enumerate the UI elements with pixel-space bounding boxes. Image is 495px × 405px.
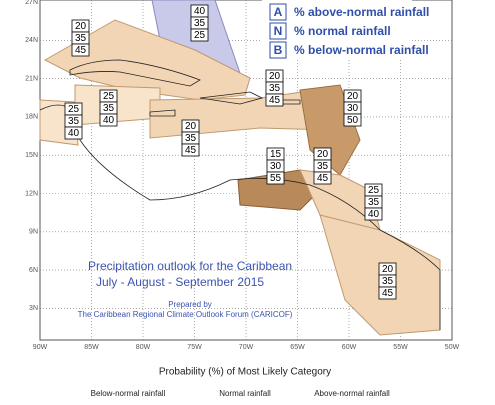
prob-value: 35 [317,161,329,172]
prob-value: 20 [382,264,394,275]
prob-value: 45 [317,173,329,184]
prob-cell [378,286,397,300]
lon-label: 55W [393,344,408,351]
prob-value: 40 [68,128,80,139]
coastline [39,59,441,330]
lon-label: 90W [33,344,48,351]
zone-below [74,84,161,126]
prob-cell [266,171,285,185]
prob-cell [181,143,200,157]
prob-cell [313,171,332,185]
prob-value: 40 [103,115,115,126]
legend-text: % below-normal rainfall [294,43,429,57]
prob-value: 20 [269,71,281,82]
category-label: Above-normal rainfall [314,389,390,398]
prob-cell [364,207,383,221]
lat-label: 18N [25,114,38,121]
prob-value: 50 [347,115,359,126]
prob-value: 25 [194,30,206,41]
legend-text: % normal rainfall [294,24,391,38]
prob-value: 40 [194,6,206,17]
legend-key [269,41,287,59]
lon-label: 80W [136,344,151,351]
prob-value: 35 [382,276,394,287]
lat-label: 12N [25,190,38,197]
lon-label: 85W [84,344,99,351]
prob-value: 20 [185,121,197,132]
prob-value: 25 [103,91,115,102]
prob-cell [99,113,118,127]
legend-box [262,0,412,58]
prob-value: 25 [368,185,380,196]
prob-value: 15 [270,149,282,160]
legend-key [269,3,287,21]
lat-label: 15N [25,152,38,159]
lon-label: 75W [187,344,202,351]
legend-letter: A [274,5,283,19]
lat-label: 9N [29,229,38,236]
prob-cell [71,43,90,57]
zone-below [43,19,251,101]
prob-value: 35 [185,133,197,144]
prob-value: 35 [103,103,115,114]
prob-cell [190,28,209,42]
category-label: Below-normal rainfall [91,389,166,398]
prob-cell [265,93,284,107]
lon-label: 60W [342,344,357,351]
legend-letter: B [274,43,283,57]
legend-text: % above-normal rainfall [294,5,429,19]
prob-value: 45 [75,45,87,56]
prob-value: 30 [270,161,282,172]
legend: A % above-normal rainfall N % normal rainfa… [269,3,429,59]
prob-value: 35 [269,83,281,94]
prob-value: 20 [347,91,359,102]
title-line-2: July - August - September 2015 [96,275,264,289]
prob-value: 45 [269,95,281,106]
lat-label: 21N [25,75,38,82]
forum-name: The Caribbean Regional Climate Outlook F… [78,310,293,319]
zone-below [237,169,321,211]
prob-value: 55 [270,173,282,184]
legend-key [269,22,287,40]
title-line-1: Precipitation outlook for the Caribbean [88,259,292,273]
lat-label: 24N [25,37,38,44]
lon-label: 65W [290,344,305,351]
prepared-by: Prepared by [168,300,212,309]
lon-label: 50W [445,344,460,351]
prob-value: 45 [185,145,197,156]
prob-value: 45 [382,288,394,299]
prob-value: 30 [347,103,359,114]
prob-value: 35 [194,18,206,29]
prob-value: 20 [75,21,87,32]
prob-value: 35 [68,116,80,127]
lat-label: 27N [25,0,38,6]
prob-value: 35 [368,197,380,208]
lon-label: 70W [239,344,254,351]
category-label: Normal rainfall [219,389,271,398]
lat-label: 6N [29,267,38,274]
lat-label: 3N [29,305,38,312]
footer-caption: Probability (%) of Most Likely Category [159,367,331,378]
prob-value: 40 [368,209,380,220]
prob-value: 25 [68,104,80,115]
prob-value: 20 [317,149,329,160]
prob-cell [343,113,362,127]
legend-letter: N [274,24,283,38]
prob-cell [64,126,83,140]
prob-value: 35 [75,33,87,44]
